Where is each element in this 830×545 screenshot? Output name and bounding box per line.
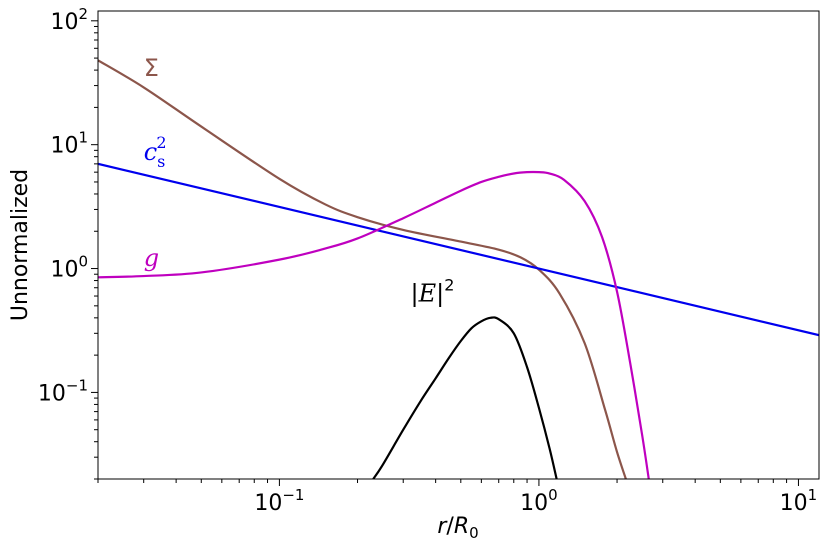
y-tick-label: 102 [50, 5, 88, 35]
curve-label-cs2: cs2 [144, 133, 167, 171]
x-tick-label: 100 [520, 486, 558, 516]
curve-label-g: g [144, 244, 159, 272]
series-line-sigma [98, 59, 628, 479]
y-tick-label: 101 [50, 129, 88, 159]
ticks-layer: 10−1 100 101 10−1 100 101 102 [38, 5, 817, 516]
x-tick-label: 101 [780, 486, 818, 516]
x-tick-label: 10−1 [254, 486, 304, 516]
series-line-e2 [372, 316, 558, 479]
series-line-g [98, 170, 650, 479]
curve-label-e2: |E|2 [410, 276, 454, 308]
series-line-cs2 [98, 162, 819, 337]
y-tick-label: 10−1 [38, 376, 88, 406]
x-axis-label: r/R0 [437, 514, 478, 542]
y-tick-label: 100 [50, 253, 88, 283]
plot-frame [97, 10, 820, 480]
y-axis-label: Unnormalized [8, 169, 33, 321]
curves-layer [98, 59, 819, 479]
curve-label-sigma: Σ [144, 54, 159, 82]
